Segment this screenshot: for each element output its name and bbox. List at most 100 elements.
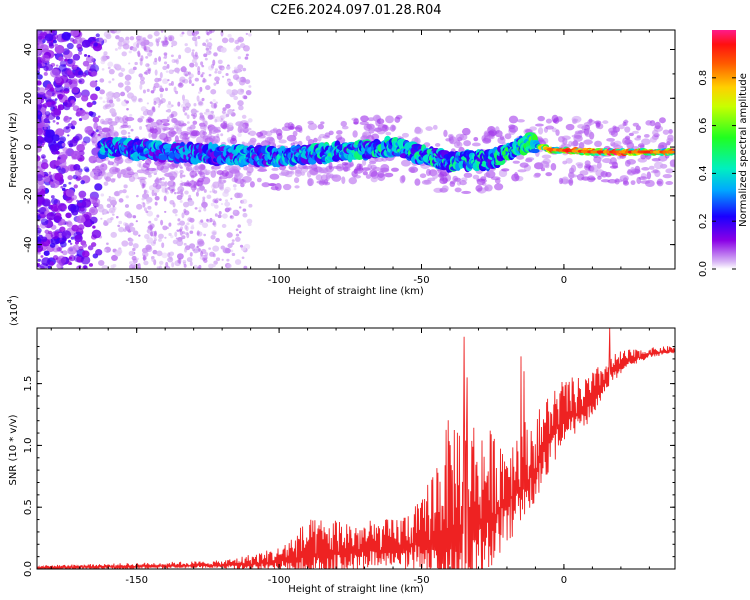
spectrogram-cell — [360, 115, 369, 122]
spectrogram-cell — [156, 164, 164, 171]
spectrogram-cell — [668, 150, 675, 154]
spectrogram-cell — [126, 90, 129, 93]
spectrogram-cell — [384, 172, 394, 178]
spectrogram-cell — [183, 263, 187, 268]
spectrogram-cell — [214, 204, 219, 209]
spectrogram-cell — [243, 95, 248, 100]
spectrogram-cell — [162, 225, 168, 231]
spectrogram-cell — [147, 118, 155, 123]
spectrogram-cell — [609, 165, 619, 169]
spectrogram-cell — [71, 86, 80, 94]
spectrogram-cell — [66, 42, 74, 50]
spectrogram-cell — [37, 31, 40, 35]
spectrogram-cell — [110, 210, 114, 213]
spectrogram-cell — [186, 232, 190, 239]
spectrogram-cell — [205, 252, 209, 257]
spectrogram-cell — [110, 217, 114, 221]
spectrogram-cell — [180, 180, 183, 183]
spectrogram-cell — [111, 78, 115, 81]
spectrogram-cell — [208, 126, 219, 134]
spectrogram-cell — [630, 180, 636, 186]
spectrogram-cell — [336, 130, 343, 135]
spectrogram-cell — [90, 102, 94, 106]
spectrogram-cell — [132, 230, 139, 236]
spectrogram-cell — [168, 127, 175, 131]
spectrogram-cell — [218, 198, 222, 201]
spectrogram-cell — [208, 73, 212, 77]
spectrogram-cell — [242, 67, 247, 72]
spectrogram-cell — [38, 120, 42, 123]
spectrogram-cell — [202, 42, 207, 47]
spectrogram-cell — [122, 173, 133, 178]
spectrogram-cell — [198, 91, 201, 94]
spectrogram-cell — [353, 174, 362, 179]
y-tick-label: 40 — [23, 43, 34, 56]
spectrogram-cell — [77, 224, 85, 231]
spectrogram-cell — [624, 159, 631, 167]
spectrogram-cell — [425, 168, 432, 177]
spectrogram-cell — [103, 31, 111, 38]
spectrogram-cell — [206, 194, 212, 200]
spectrogram-cell — [37, 224, 40, 230]
spectrogram-cell — [166, 63, 170, 69]
spectrogram-cell — [200, 74, 204, 78]
spectrogram-cell — [41, 198, 51, 207]
spectrogram-cell — [247, 118, 253, 123]
spectrogram-cell — [110, 264, 115, 269]
spectrogram-cell — [341, 176, 346, 185]
spectrogram-cell — [191, 248, 195, 252]
spectrogram-cell — [205, 47, 210, 51]
spectrogram-cell — [220, 202, 224, 206]
spectrogram-cell — [125, 225, 130, 231]
spectrogram-cell — [245, 32, 249, 36]
spectrogram-cell — [63, 126, 71, 134]
spectrogram-cell — [203, 53, 208, 58]
spectrogram-cell — [370, 164, 377, 170]
spectrogram-cell — [108, 68, 115, 75]
spectrogram-cell — [353, 168, 358, 174]
spectrogram-cell — [534, 123, 544, 127]
spectrogram-cell — [231, 89, 239, 96]
spectrogram-cell — [168, 222, 172, 227]
spectrogram-cell — [70, 236, 75, 240]
spectrogram-cell — [221, 110, 226, 114]
spectrogram-cell — [141, 197, 145, 201]
spectrogram-cell — [278, 172, 289, 177]
spectrogram-cell — [127, 131, 131, 135]
spectrogram-cell — [54, 172, 64, 181]
spectrogram-cell — [68, 181, 72, 185]
spectrogram-cell — [236, 192, 243, 199]
spectrogram-cell — [454, 187, 462, 193]
spectrogram-cell — [196, 110, 199, 113]
spectrogram-cell — [170, 113, 174, 118]
spectrogram-cell — [120, 124, 129, 129]
colorbar-ticks: 0.0 0.2 0.4 0.6 0.8 — [698, 70, 736, 277]
spectrogram-cell — [164, 54, 168, 59]
spectrogram-cell — [189, 170, 198, 178]
spectrogram-cell — [77, 70, 84, 76]
spectrogram-cell — [597, 175, 602, 180]
spectrogram-cell — [111, 254, 118, 262]
spectrogram-cell — [165, 70, 169, 73]
spectrogram-cell — [205, 108, 210, 113]
spectrogram-cell — [631, 146, 640, 150]
spectrogram-cell — [118, 226, 125, 233]
spectrogram-cell — [37, 128, 44, 136]
spectrogram-cell — [103, 51, 108, 56]
spectrogram-cell — [665, 168, 674, 174]
spectrogram-cell — [106, 171, 114, 178]
spectrogram-cell — [371, 133, 380, 141]
spectrogram-cell — [164, 87, 168, 92]
spectrogram-cell — [38, 112, 41, 115]
spectrogram-cell — [37, 242, 43, 250]
colorbar-tick-label: 0.8 — [698, 70, 709, 86]
spectrogram-cell — [179, 188, 183, 196]
spectrogram-cell — [369, 127, 378, 131]
spectrogram-cell — [653, 161, 664, 170]
spectrogram-cell — [220, 245, 226, 250]
spectrogram-cell — [106, 211, 110, 214]
spectrogram-cell — [124, 223, 129, 227]
spectrogram-cell — [257, 168, 268, 172]
spectrogram-cell — [154, 57, 158, 63]
spectrogram-cell — [294, 185, 300, 189]
